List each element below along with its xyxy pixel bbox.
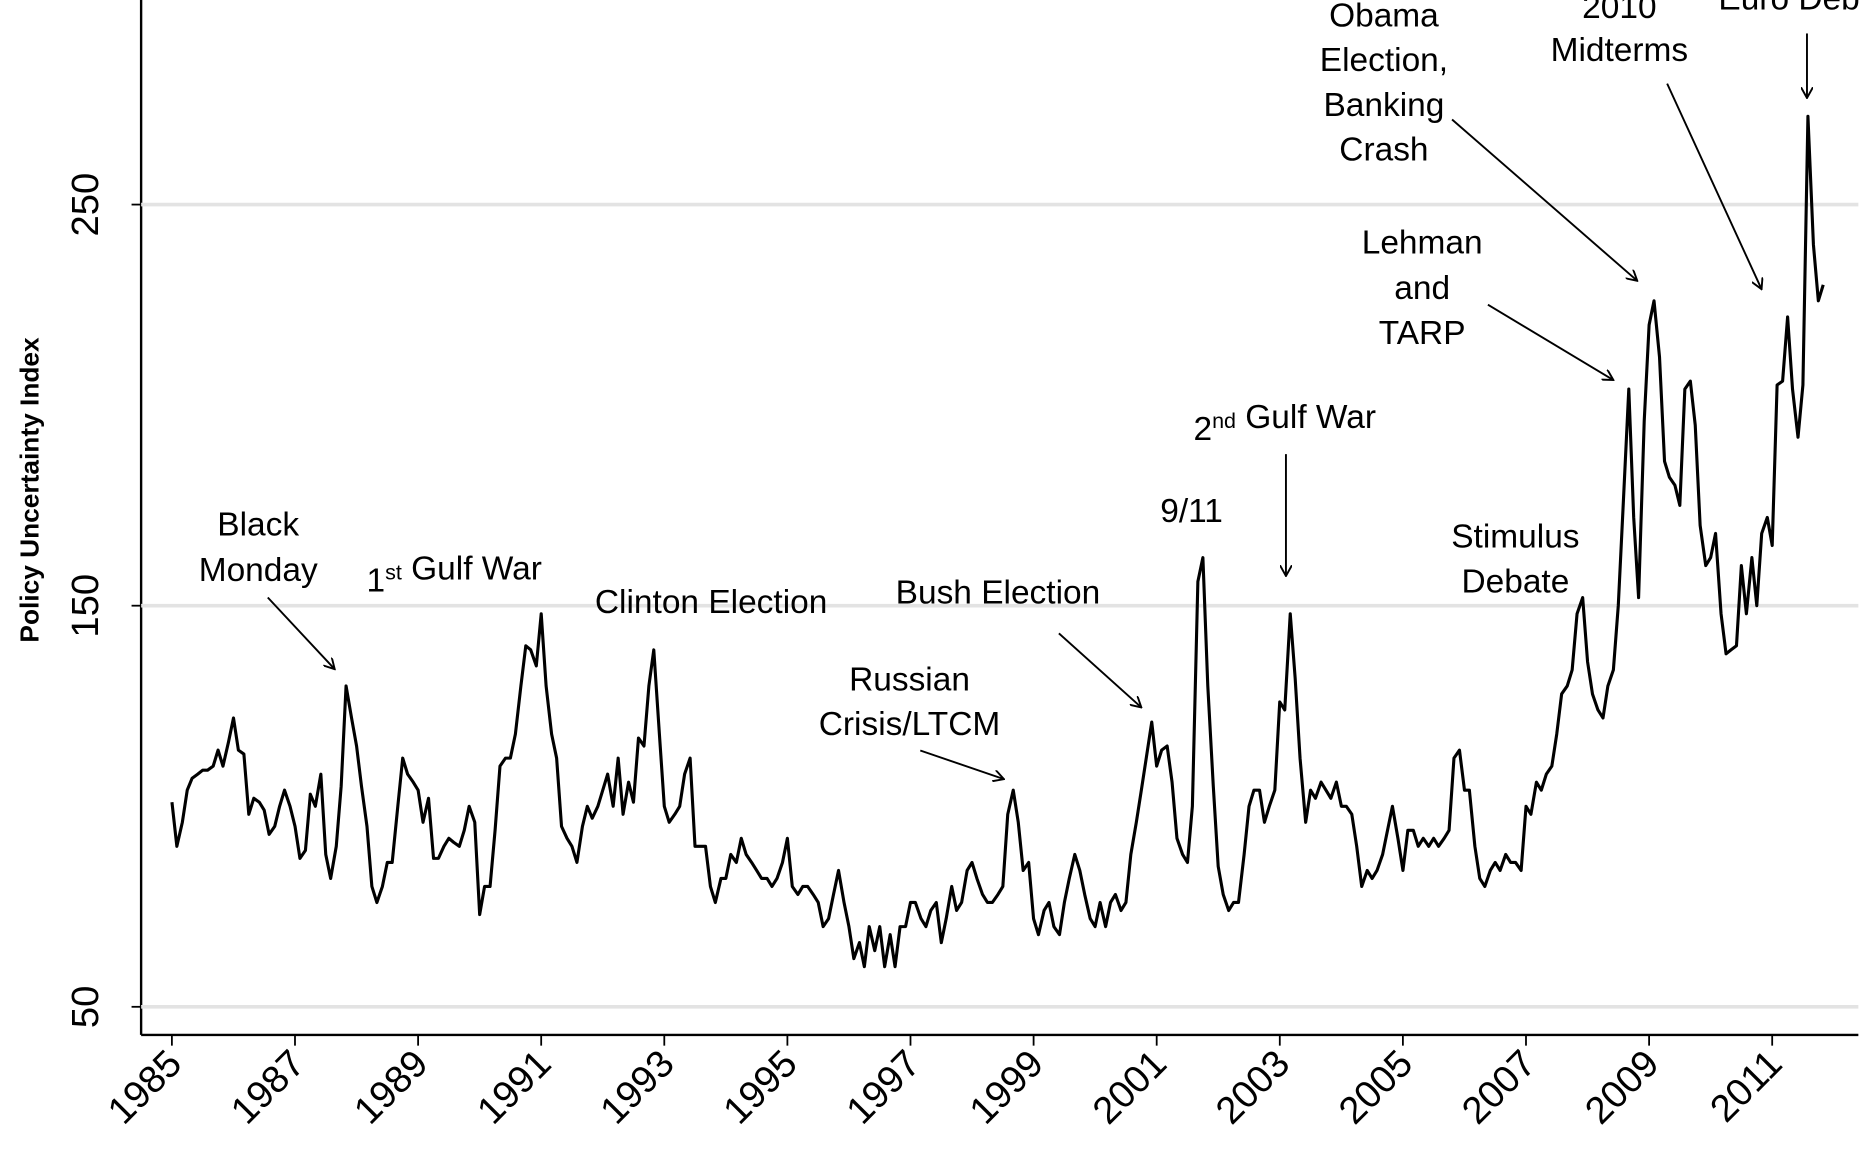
- annotation-text: Bush Election: [896, 574, 1101, 611]
- annotation-arrow: [919, 749, 1004, 779]
- x-tick-label: 2001: [1084, 1042, 1175, 1133]
- annotation: Stimulus: [1451, 518, 1579, 555]
- x-tick-label: 1997: [838, 1042, 929, 1133]
- annotation-text: 9/11: [1160, 493, 1223, 530]
- annotation: Clinton Election: [595, 584, 827, 621]
- x-tick-label: 2007: [1454, 1042, 1545, 1133]
- annotation: TARP: [1379, 315, 1466, 352]
- annotation-text: Gulf War: [1236, 399, 1376, 436]
- annotation: Midterms: [1551, 32, 1689, 69]
- annotation-text: Euro Deb: [1718, 0, 1859, 18]
- annotation-superscript: nd: [1212, 409, 1236, 433]
- x-tick-label: 1993: [592, 1042, 683, 1133]
- annotation: Russian: [849, 662, 970, 699]
- annotation-text: Debate: [1461, 564, 1569, 601]
- annotation: 2nd Gulf War: [1193, 399, 1376, 448]
- y-axis-label: Policy Uncertainty Index: [14, 337, 44, 643]
- annotation-text: Stimulus: [1451, 518, 1579, 555]
- annotation-text: Obama: [1329, 0, 1439, 34]
- annotation-text: Election,: [1320, 42, 1448, 79]
- annotation: Election,: [1320, 42, 1448, 79]
- annotation: Lehman: [1362, 224, 1483, 261]
- annotation-text: Russian: [849, 662, 970, 699]
- annotation-superscript: st: [385, 561, 402, 585]
- annotation: and: [1394, 270, 1450, 307]
- annotation-text: Lehman: [1362, 224, 1483, 261]
- annotation: Bush Election: [896, 574, 1101, 611]
- annotation-text: Monday: [199, 552, 318, 589]
- x-tick-label: 2011: [1702, 1042, 1791, 1131]
- x-tick-label: 2009: [1577, 1042, 1668, 1133]
- annotation: Debate: [1461, 564, 1569, 601]
- annotation: Crisis/LTCM: [819, 706, 1000, 743]
- annotation: Euro Deb: [1718, 0, 1859, 18]
- y-tick-label: 50: [64, 986, 107, 1029]
- annotation-text: Crisis/LTCM: [819, 706, 1000, 743]
- annotation: 2010: [1582, 0, 1656, 26]
- annotation: Monday: [199, 552, 318, 589]
- annotation-text: Gulf War: [402, 551, 542, 588]
- annotation-text: Clinton Election: [595, 584, 827, 621]
- annotation-text: TARP: [1379, 315, 1466, 352]
- annotation-arrow: [1666, 83, 1761, 290]
- annotation-text: 2: [1193, 411, 1212, 448]
- x-tick-label: 1989: [346, 1042, 437, 1133]
- x-tick-label: 1985: [100, 1042, 191, 1133]
- annotation-arrow: [1487, 303, 1613, 380]
- y-tick-label: 250: [64, 173, 107, 237]
- annotation: 1st Gulf War: [367, 551, 542, 600]
- annotation: Obama: [1329, 0, 1439, 34]
- annotation-text: 2010: [1582, 0, 1656, 26]
- annotation-text: Banking: [1323, 87, 1444, 124]
- annotation: Black: [217, 506, 299, 543]
- y-tick-label: 150: [64, 574, 107, 638]
- annotation-text: Crash: [1339, 132, 1428, 169]
- annotation-arrow: [267, 596, 335, 670]
- x-tick-label: 1991: [469, 1042, 560, 1133]
- annotation-arrow: [1058, 632, 1141, 707]
- annotation: 9/11: [1160, 493, 1223, 530]
- annotation-text: 1: [367, 563, 386, 600]
- annotation-text: and: [1394, 270, 1450, 307]
- x-tick-label: 1995: [715, 1042, 806, 1133]
- x-tick-label: 2003: [1208, 1042, 1299, 1133]
- x-tick-label: 1999: [961, 1042, 1052, 1133]
- annotation: Crash: [1339, 132, 1428, 169]
- annotation: Banking: [1323, 87, 1444, 124]
- annotation-text: Midterms: [1551, 32, 1689, 69]
- annotation-arrow: [1451, 118, 1637, 281]
- annotation-text: Black: [217, 506, 299, 543]
- x-tick-label: 1987: [223, 1042, 314, 1133]
- x-tick-label: 2005: [1331, 1042, 1422, 1133]
- series-line: [170, 114, 1825, 969]
